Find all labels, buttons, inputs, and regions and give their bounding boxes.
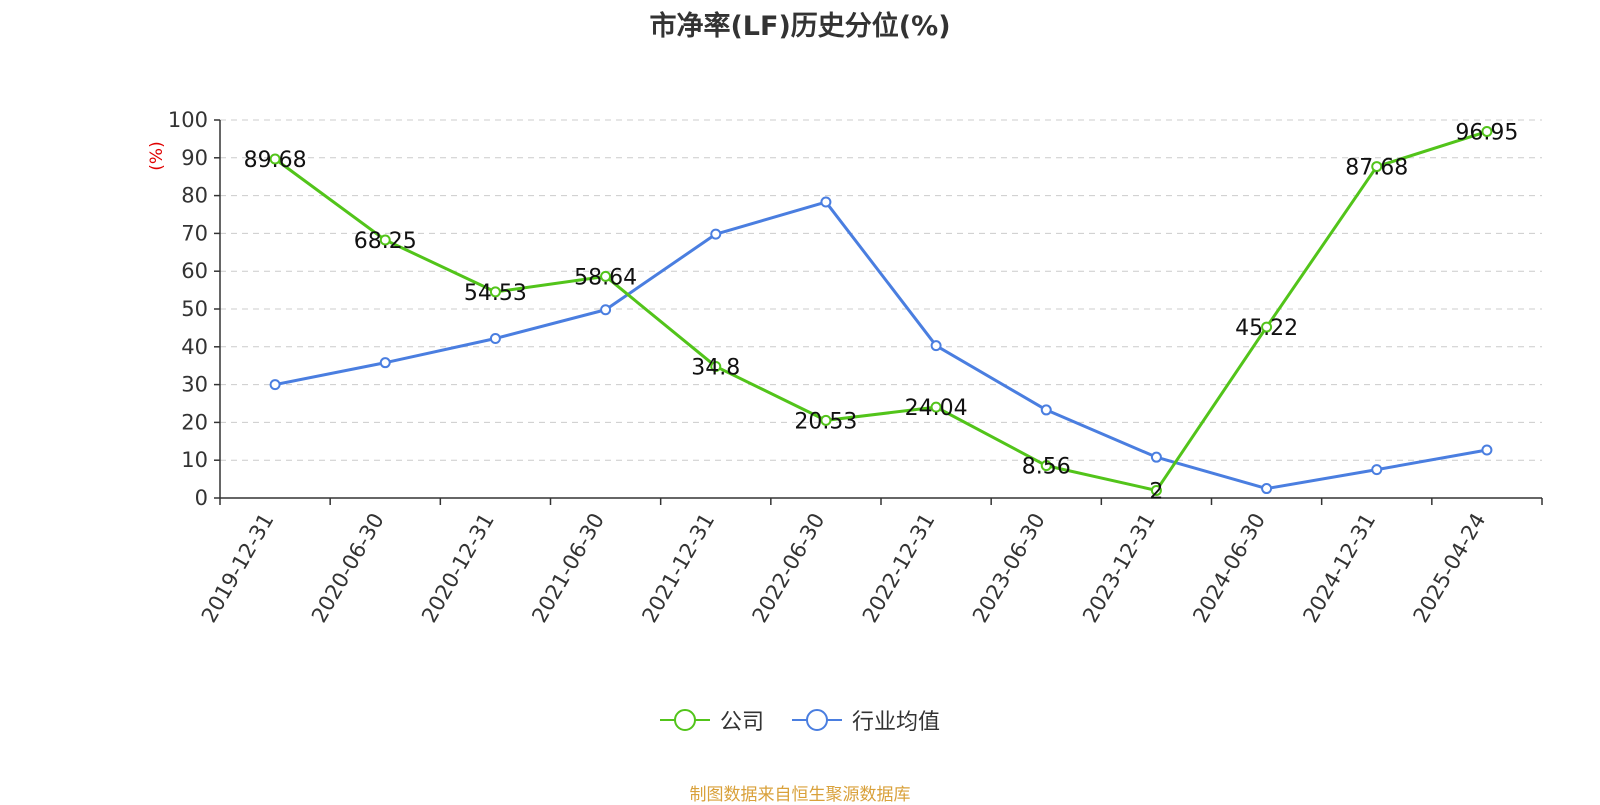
industry-point [710,228,722,240]
company-point [600,270,612,282]
industry-line [274,200,1488,491]
grid-lines [220,119,1542,461]
legend-item-industry[interactable]: 行业均值 [792,704,940,736]
company-data-label: 24.04 [905,396,968,421]
company-point [489,286,501,298]
y-tick-label: 60 [181,259,208,283]
industry-point [489,332,501,344]
industry-point [269,379,281,391]
company-point [1150,484,1162,496]
x-tick-label: 2025-04-24 [1409,509,1491,627]
legend-industry-icon [792,709,842,731]
source-note: 制图数据来自恒生聚源数据库 [689,785,911,805]
company-data-label: 2 [1149,479,1163,504]
x-tick-label: 2021-12-31 [637,509,719,627]
company-data-label: 45.22 [1235,316,1298,341]
legend-industry-label: 行业均值 [852,710,941,735]
x-tick-label: 2022-06-30 [748,509,830,627]
company-point [820,414,832,426]
y-tick-label: 100 [168,108,208,132]
company-data-label: 96.95 [1455,121,1518,146]
company-point [1481,126,1493,138]
industry-point [1481,444,1493,456]
company-data-label: 87.68 [1345,156,1408,181]
company-data-label: 54.53 [464,281,527,306]
company-data-label: 89.68 [244,148,307,173]
chart-title: 市净率(LF)历史分位(%) [649,11,951,42]
y-tick-label: 0 [195,486,208,510]
company-data-label: 34.8 [691,355,740,380]
company-line [274,130,1488,492]
x-tick-label: 2022-12-31 [858,509,940,627]
company-point [379,234,391,246]
chart-plot: 0 10 20 30 40 50 60 70 80 90 100(%) 2019-12-31 2020-… [147,108,1543,627]
y-tick-label: 10 [181,448,208,472]
company-point [710,360,722,372]
y-tick-label: 70 [181,221,208,245]
industry-point [600,304,612,316]
company-point [930,401,942,413]
y-tick-label: 40 [181,335,208,359]
industry-point [1040,404,1052,416]
industry-point [930,340,942,352]
x-tick-label: 2024-06-30 [1188,509,1270,627]
x-tick-label: 2023-06-30 [968,509,1050,627]
x-tick-label: 2024-12-31 [1298,509,1380,627]
legend-company-icon [659,709,710,731]
y-tick-label: 20 [181,410,208,434]
company-data-label: 68.25 [354,229,417,254]
company-point [1040,460,1052,472]
company-data-label: 8.56 [1022,455,1071,480]
company-point [1371,161,1383,173]
legend-company-label: 公司 [719,710,764,735]
industry-point [379,357,391,369]
y-tick-label: 30 [181,373,208,397]
industry-point [1150,451,1162,463]
x-tick-label: 2021-06-30 [527,509,609,627]
x-tick-label: 2020-12-31 [417,509,499,627]
x-tick-label: 2019-12-31 [197,509,279,627]
data-labels: 89.68 68.25 54.53 58.64 34.8 20.53 24.04 8.56 2 4… [244,121,1519,505]
y-tick-label: 90 [181,146,208,170]
company-data-label: 20.53 [794,409,857,434]
company-point [269,153,281,165]
industry-point [1261,483,1273,495]
y-tick-label: 80 [181,184,208,208]
x-tick-label: 2023-12-31 [1078,509,1160,627]
industry-point [820,196,832,208]
legend: 公司 行业均值 [0,704,1600,736]
company-data-label: 58.64 [574,265,637,290]
company-point [1261,321,1273,333]
legend-item-company[interactable]: 公司 [659,704,764,736]
y-tick-label: 50 [181,297,208,321]
series-lines [269,126,1493,496]
y-axis-label: (%) [147,141,167,170]
industry-point [1371,464,1383,476]
x-tick-label: 2020-06-30 [307,509,389,627]
